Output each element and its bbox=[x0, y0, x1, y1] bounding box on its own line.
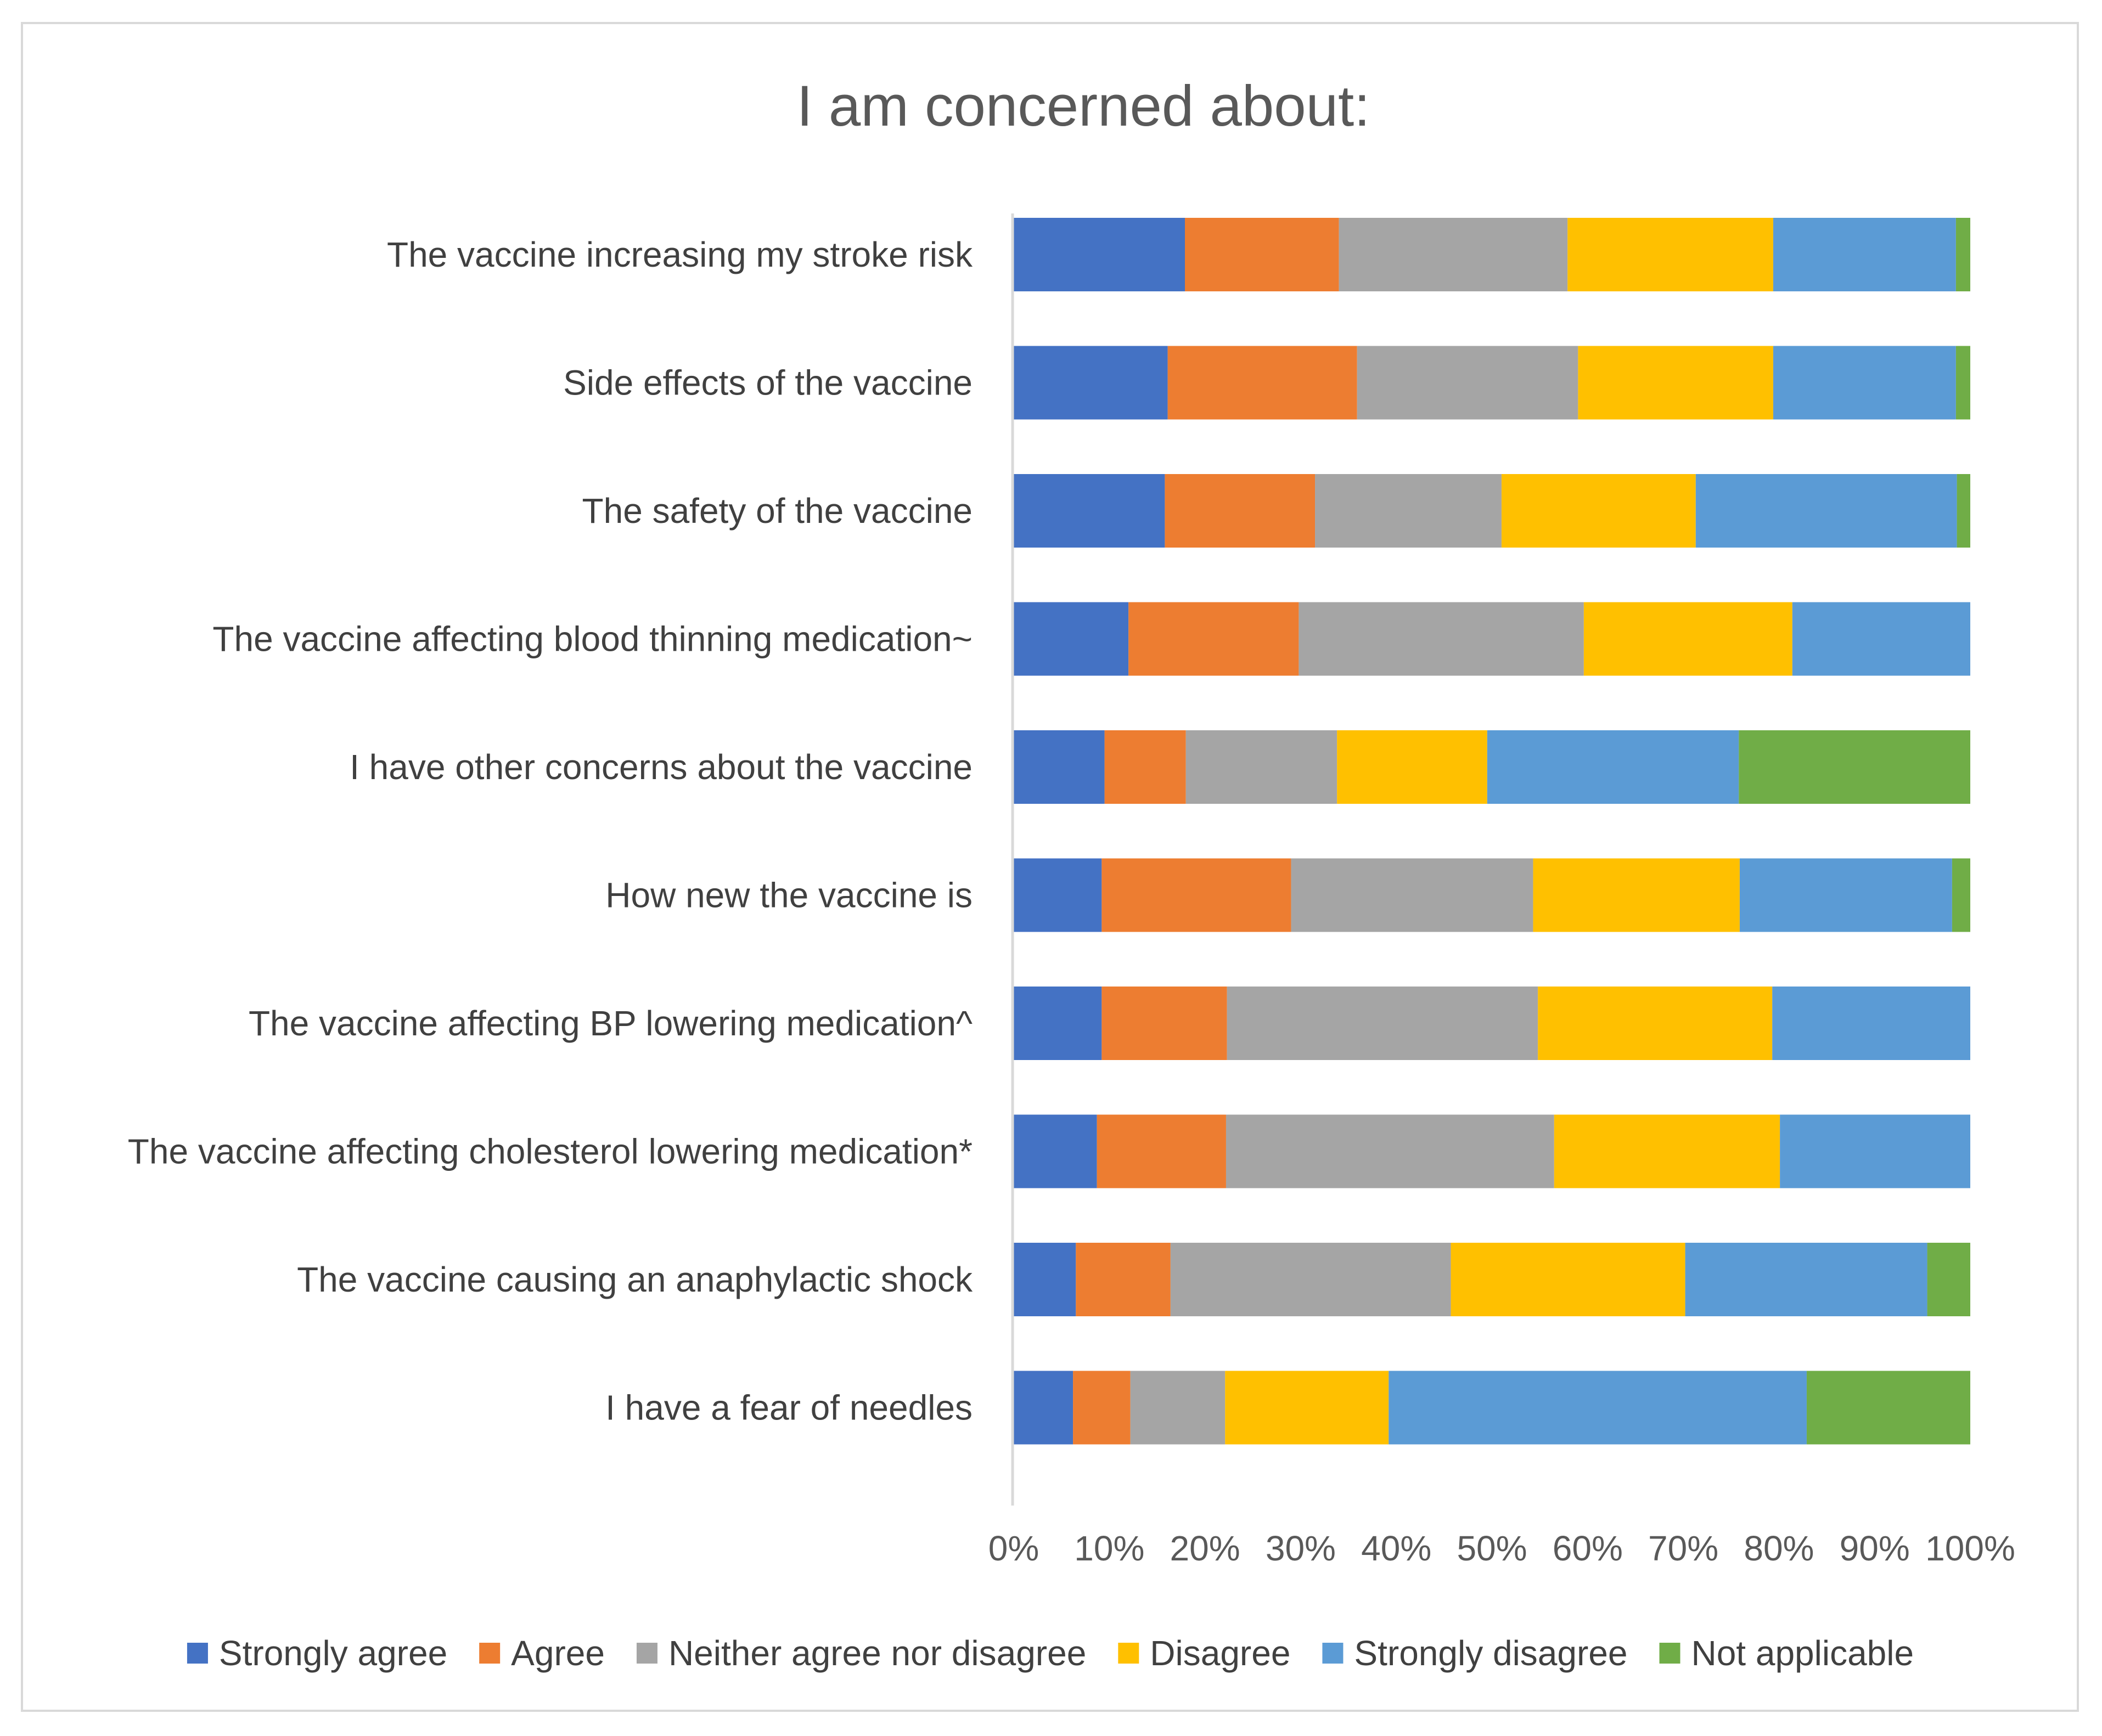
bar-segment bbox=[1097, 1114, 1226, 1188]
legend: Strongly agree Agree Neither agree nor dis… bbox=[187, 1633, 1914, 1673]
bar-segment bbox=[1773, 346, 1956, 420]
chart: I am concerned about: The vaccine increa… bbox=[128, 74, 2015, 1673]
bar-segment bbox=[1014, 730, 1105, 804]
legend-label: Strongly agree bbox=[219, 1633, 447, 1673]
bar-segment bbox=[1538, 987, 1773, 1060]
bar-segment bbox=[1170, 1243, 1451, 1316]
legend-label: Neither agree nor disagree bbox=[668, 1633, 1086, 1673]
bar-segment bbox=[1167, 346, 1357, 420]
bar-segment bbox=[1487, 730, 1739, 804]
x-tick-label: 10% bbox=[1074, 1529, 1144, 1568]
bar-segment bbox=[1957, 474, 1970, 548]
x-tick-label: 100% bbox=[1925, 1529, 2015, 1568]
legend-swatch bbox=[187, 1643, 208, 1664]
bar-segment bbox=[1299, 602, 1584, 676]
x-tick-label: 0% bbox=[988, 1529, 1039, 1568]
legend-swatch bbox=[1659, 1643, 1681, 1664]
bar-segment bbox=[1291, 858, 1533, 932]
bar-segment bbox=[1806, 1371, 1970, 1445]
category-label: I have other concerns about the vaccine bbox=[350, 747, 973, 787]
bar-segment bbox=[1451, 1243, 1685, 1316]
legend-swatch bbox=[636, 1643, 657, 1664]
category-label: The vaccine causing an anaphylactic shoc… bbox=[297, 1260, 973, 1299]
legend-label: Agree bbox=[511, 1633, 605, 1673]
bar-segment bbox=[1780, 1114, 1970, 1188]
x-tick-label: 40% bbox=[1361, 1529, 1431, 1568]
category-label: The vaccine increasing my stroke risk bbox=[387, 235, 973, 274]
bar-segment bbox=[1554, 1114, 1780, 1188]
bar-segment bbox=[1685, 1243, 1927, 1316]
bar-segment bbox=[1076, 1243, 1171, 1316]
category-labels: The vaccine increasing my stroke risk Sid… bbox=[128, 235, 973, 1428]
bar-segment bbox=[1014, 1371, 1074, 1445]
category-label: Side effects of the vaccine bbox=[563, 363, 973, 403]
bar-segment bbox=[1772, 987, 1970, 1060]
bar-segment bbox=[1583, 602, 1792, 676]
bar-segment bbox=[1955, 346, 1970, 420]
bar-segment bbox=[1226, 1114, 1554, 1188]
bar-segment bbox=[1130, 1371, 1226, 1445]
category-label: The vaccine affecting BP lowering medica… bbox=[249, 1004, 973, 1043]
bar-segment bbox=[1357, 346, 1578, 420]
legend-label: Disagree bbox=[1150, 1633, 1290, 1673]
bar-segment bbox=[1014, 218, 1185, 291]
category-label: The vaccine affecting blood thinning med… bbox=[212, 619, 973, 659]
category-label: I have a fear of needles bbox=[605, 1388, 973, 1428]
bar-segment bbox=[1014, 602, 1129, 676]
x-tick-label: 20% bbox=[1170, 1529, 1240, 1568]
bar-segment bbox=[1014, 987, 1102, 1060]
x-tick-label: 60% bbox=[1553, 1529, 1623, 1568]
bar-segment bbox=[1104, 730, 1186, 804]
x-tick-label: 90% bbox=[1840, 1529, 1910, 1568]
x-tick-label: 30% bbox=[1266, 1529, 1336, 1568]
legend-swatch bbox=[1118, 1643, 1139, 1664]
bar-segment bbox=[1337, 730, 1487, 804]
x-tick-labels: 0% 10% 20% 30% 40% 50% 60% 70% 80% 90% 100% bbox=[988, 1529, 2015, 1568]
bar-segment bbox=[1339, 218, 1568, 291]
bar-segment bbox=[1014, 346, 1168, 420]
bar-segment bbox=[1389, 1371, 1807, 1445]
bar-segment bbox=[1739, 858, 1952, 932]
bar-segment bbox=[1014, 474, 1165, 548]
bar-segment bbox=[1101, 987, 1227, 1060]
bar-segment bbox=[1952, 858, 1970, 932]
legend-label: Not applicable bbox=[1691, 1633, 1914, 1673]
x-tick-label: 70% bbox=[1648, 1529, 1718, 1568]
x-tick-label: 50% bbox=[1457, 1529, 1527, 1568]
bar-segment bbox=[1014, 1243, 1076, 1316]
bar-segment bbox=[1014, 1114, 1097, 1188]
bars-group bbox=[1014, 218, 1970, 1445]
bar-segment bbox=[1773, 218, 1956, 291]
bar-segment bbox=[1227, 987, 1538, 1060]
bar-segment bbox=[1165, 474, 1316, 548]
legend-swatch bbox=[479, 1643, 501, 1664]
bar-segment bbox=[1955, 218, 1970, 291]
bar-segment bbox=[1578, 346, 1773, 420]
bar-segment bbox=[1501, 474, 1696, 548]
chart-frame: I am concerned about: The vaccine increa… bbox=[21, 22, 2079, 1712]
bar-segment bbox=[1185, 730, 1337, 804]
bar-segment bbox=[1792, 602, 1970, 676]
bar-segment bbox=[1927, 1243, 1970, 1316]
category-label: How new the vaccine is bbox=[605, 876, 973, 915]
bar-segment bbox=[1695, 474, 1957, 548]
bar-segment bbox=[1315, 474, 1502, 548]
bar-segment bbox=[1184, 218, 1339, 291]
category-label: The safety of the vaccine bbox=[582, 491, 973, 531]
category-label: The vaccine affecting cholesterol loweri… bbox=[128, 1132, 973, 1171]
bar-segment bbox=[1225, 1371, 1389, 1445]
legend-swatch bbox=[1322, 1643, 1344, 1664]
bar-segment bbox=[1014, 858, 1102, 932]
bar-segment bbox=[1739, 730, 1970, 804]
bar-segment bbox=[1073, 1371, 1131, 1445]
bar-segment bbox=[1567, 218, 1773, 291]
legend-label: Strongly disagree bbox=[1354, 1633, 1627, 1673]
x-tick-label: 80% bbox=[1744, 1529, 1814, 1568]
bar-segment bbox=[1533, 858, 1740, 932]
chart-title: I am concerned about: bbox=[797, 74, 1370, 138]
bar-segment bbox=[1101, 858, 1291, 932]
bar-segment bbox=[1128, 602, 1299, 676]
